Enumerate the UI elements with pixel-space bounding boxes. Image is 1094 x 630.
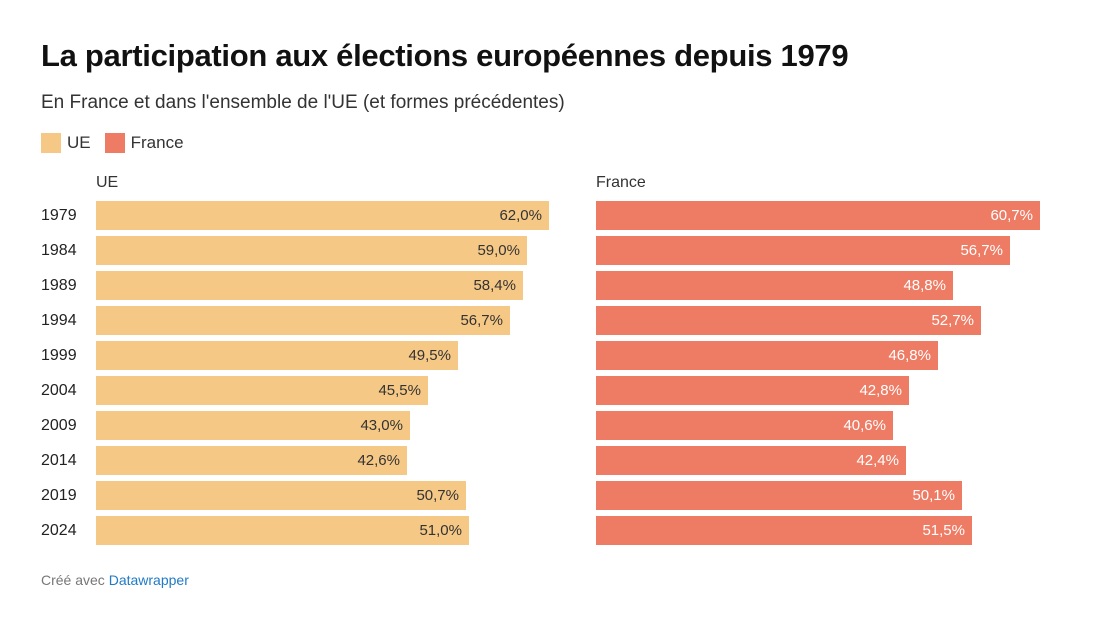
legend: UE France <box>41 133 198 153</box>
year-label-2024: 2024 <box>41 522 77 539</box>
bar-france-1994: 52,7% <box>596 306 981 335</box>
legend-label-france: France <box>130 133 184 152</box>
legend-item-ue: UE <box>41 133 91 153</box>
bar-value-label: 49,5% <box>408 347 451 364</box>
bar-ue-1994: 56,7% <box>96 306 510 335</box>
panel-title-ue: UE <box>96 174 119 191</box>
datawrapper-link[interactable]: Datawrapper <box>108 572 189 588</box>
bar-value-label: 40,6% <box>843 417 886 434</box>
legend-item-france: France <box>104 133 184 153</box>
legend-label-ue: UE <box>67 133 91 152</box>
bar-france-1984: 56,7% <box>596 236 1010 265</box>
bar-ue-1999: 49,5% <box>96 341 458 370</box>
bar-value-label: 45,5% <box>378 382 421 399</box>
bar-value-label: 42,4% <box>856 452 899 469</box>
bar-france-2014: 42,4% <box>596 446 906 475</box>
bar-value-label: 60,7% <box>990 207 1033 224</box>
bar-value-label: 58,4% <box>473 277 516 294</box>
bar-ue-2009: 43,0% <box>96 411 410 440</box>
bar-ue-2004: 45,5% <box>96 376 428 405</box>
year-label-1999: 1999 <box>41 347 77 364</box>
bar-france-1979: 60,7% <box>596 201 1040 230</box>
bar-value-label: 50,1% <box>912 487 955 504</box>
panel-title-france: France <box>596 174 646 191</box>
bar-value-label: 46,8% <box>888 347 931 364</box>
year-label-2004: 2004 <box>41 382 77 399</box>
bar-france-1989: 48,8% <box>596 271 953 300</box>
bar-france-2019: 50,1% <box>596 481 962 510</box>
bar-ue-2024: 51,0% <box>96 516 469 545</box>
bar-value-label: 51,5% <box>922 522 965 539</box>
year-label-1989: 1989 <box>41 277 77 294</box>
bar-ue-1984: 59,0% <box>96 236 527 265</box>
bar-value-label: 52,7% <box>931 312 974 329</box>
legend-swatch-ue <box>41 133 61 153</box>
bar-ue-1979: 62,0% <box>96 201 549 230</box>
year-label-2019: 2019 <box>41 487 77 504</box>
bar-value-label: 51,0% <box>419 522 462 539</box>
bar-france-1999: 46,8% <box>596 341 938 370</box>
year-label-2009: 2009 <box>41 417 77 434</box>
year-label-1979: 1979 <box>41 207 77 224</box>
bar-ue-1989: 58,4% <box>96 271 523 300</box>
footer: Créé avec Datawrapper <box>41 572 189 588</box>
year-label-1984: 1984 <box>41 242 77 259</box>
footer-prefix: Créé avec <box>41 572 105 588</box>
bar-ue-2014: 42,6% <box>96 446 407 475</box>
bar-value-label: 42,6% <box>357 452 400 469</box>
year-label-1994: 1994 <box>41 312 77 329</box>
bar-value-label: 43,0% <box>360 417 403 434</box>
bar-value-label: 48,8% <box>903 277 946 294</box>
chart-subtitle: En France et dans l'ensemble de l'UE (et… <box>41 92 565 113</box>
bar-value-label: 50,7% <box>416 487 459 504</box>
bar-value-label: 42,8% <box>859 382 902 399</box>
bar-france-2004: 42,8% <box>596 376 909 405</box>
bar-value-label: 59,0% <box>477 242 520 259</box>
legend-swatch-france <box>104 133 125 153</box>
bar-value-label: 62,0% <box>499 207 542 224</box>
bar-france-2024: 51,5% <box>596 516 972 545</box>
bar-value-label: 56,7% <box>960 242 1003 259</box>
chart-title: La participation aux élections européenn… <box>41 38 849 73</box>
bar-ue-2019: 50,7% <box>96 481 466 510</box>
year-label-2014: 2014 <box>41 452 77 469</box>
bar-france-2009: 40,6% <box>596 411 893 440</box>
bar-value-label: 56,7% <box>460 312 503 329</box>
